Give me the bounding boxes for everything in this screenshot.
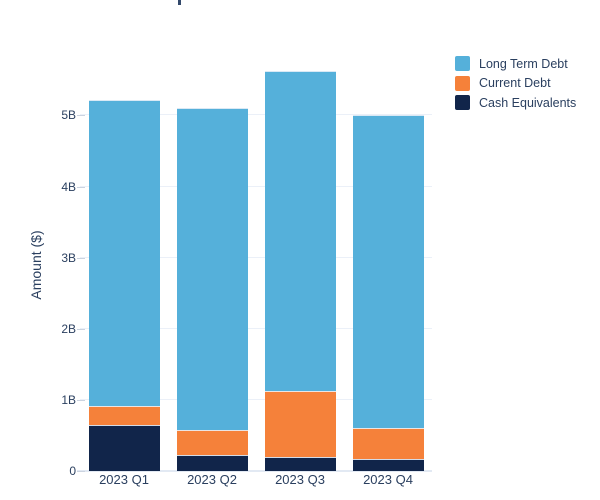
bar-segment-2023-q4-cash-equivalents — [352, 458, 424, 471]
bar-segment-2023-q3-long-term-debt — [264, 70, 336, 392]
y-tick-mark — [77, 115, 85, 117]
gridline-3b — [80, 256, 432, 258]
bar-segment-2023-q3-current-debt — [264, 391, 336, 457]
bar-segment-2023-q2-cash-equivalents — [176, 454, 248, 471]
legend-item-current-debt: Current Debt — [455, 75, 576, 91]
plot-area — [77, 50, 432, 472]
bar-segment-2023-q4-long-term-debt — [352, 114, 424, 428]
bar-segment-2023-q2-current-debt — [176, 430, 248, 455]
y-tick-label-2b: 2B — [61, 321, 76, 336]
x-axis-line — [77, 470, 432, 472]
bar-segment-2023-q1-current-debt — [88, 405, 160, 425]
legend-item-long-term-debt: Long Term Debt — [455, 56, 576, 71]
legend-label-cash-equivalents: Cash Equivalents — [479, 95, 577, 110]
x-axis-label-2023-q4: 2023 Q4 — [363, 472, 413, 487]
gridline-5b — [80, 114, 432, 116]
bar-segment-2023-q1-long-term-debt — [88, 99, 160, 406]
bar-segment-2023-q4-current-debt — [352, 427, 424, 459]
legend-swatch-current-debt — [455, 75, 470, 91]
y-tick-label-1b: 1B — [61, 392, 76, 407]
legend-swatch-long-term-debt — [455, 56, 470, 71]
y-tick-label-0: 0 — [69, 464, 76, 478]
legend-swatch-cash-equivalents — [455, 95, 470, 110]
legend: Long Term Debt Current Debt Cash Equivalen… — [455, 56, 576, 115]
y-tick-mark — [77, 186, 85, 188]
y-tick-mark — [77, 399, 85, 401]
x-axis-label-2023-q3: 2023 Q3 — [275, 472, 325, 487]
x-axis-label-2023-q1: 2023 Q1 — [99, 472, 149, 487]
bar-segment-2023-q3-cash-equivalents — [264, 456, 336, 471]
legend-label-long-term-debt: Long Term Debt — [479, 56, 568, 71]
y-tick-mark — [77, 328, 85, 330]
gridline-1b — [80, 398, 432, 400]
gridline-2b — [80, 327, 432, 329]
y-tick-mark — [77, 471, 85, 472]
x-axis-label-2023-q2: 2023 Q2 — [187, 472, 237, 487]
gridline-4b — [80, 185, 432, 187]
y-tick-label-3b: 3B — [61, 250, 76, 265]
legend-label-current-debt: Current Debt — [479, 76, 551, 90]
clipped-title-descender — [178, 0, 181, 5]
bar-segment-2023-q1-cash-equivalents — [88, 424, 160, 471]
y-tick-label-4b: 4B — [61, 179, 76, 194]
bar-segment-2023-q2-long-term-debt — [176, 107, 248, 431]
y-tick-mark — [77, 257, 85, 259]
y-tick-label-5b: 5B — [61, 108, 76, 123]
legend-item-cash-equivalents: Cash Equivalents — [455, 95, 576, 110]
